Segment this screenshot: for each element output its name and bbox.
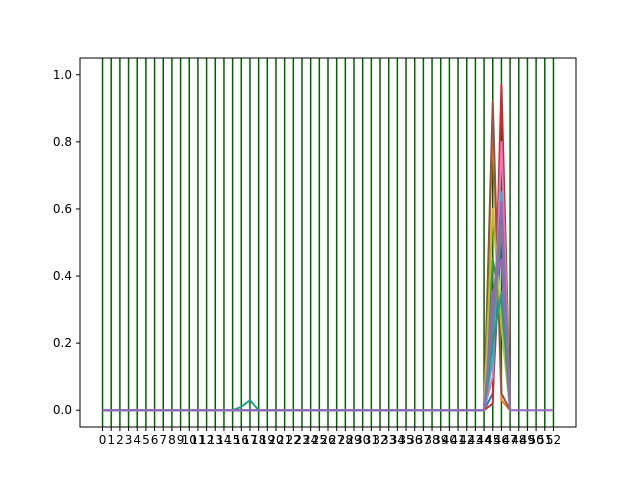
x-tick-label-12: 12 [199, 433, 214, 447]
x-tick-label-21: 21 [277, 433, 292, 447]
x-tick-label-42: 42 [459, 433, 474, 447]
x-tick-label-13: 13 [208, 433, 223, 447]
series-lines [102, 83, 554, 412]
x-tick-label-2: 2 [116, 433, 124, 447]
x-tick-label-23: 23 [294, 433, 309, 447]
y-axis: 0.0 0.2 0.4 0.6 0.8 1.0 [53, 68, 80, 417]
x-tick-label-11: 11 [190, 433, 205, 447]
x-tick-label-29: 29 [346, 433, 361, 447]
x-tick-label-44: 44 [476, 433, 491, 447]
x-tick-label-19: 19 [260, 433, 275, 447]
x-tick-label-3: 3 [125, 433, 133, 447]
x-tick-label-33: 33 [381, 433, 396, 447]
y-tick-label-5: 1.0 [53, 68, 72, 82]
x-tick-label-16: 16 [234, 433, 249, 447]
x-tick-label-6: 6 [151, 433, 159, 447]
x-tick-label-26: 26 [320, 433, 335, 447]
x-tick-label-20: 20 [268, 433, 283, 447]
x-tick-label-47: 47 [502, 433, 517, 447]
x-tick-label-40: 40 [442, 433, 457, 447]
x-tick-label-28: 28 [338, 433, 353, 447]
x-tick-label-31: 31 [364, 433, 379, 447]
x-tick-label-14: 14 [216, 433, 231, 447]
x-tick-label-0: 0 [99, 433, 107, 447]
x-tick-label-24: 24 [303, 433, 318, 447]
x-tick-label-36: 36 [407, 433, 422, 447]
x-tick-label-41: 41 [450, 433, 465, 447]
x-tick-label-34: 34 [390, 433, 405, 447]
x-tick-label-4: 4 [133, 433, 141, 447]
x-tick-label-45: 45 [485, 433, 500, 447]
x-tick-label-46: 46 [494, 433, 509, 447]
x-tick-label-38: 38 [424, 433, 439, 447]
x-tick-label-39: 39 [433, 433, 448, 447]
x-tick-label-52: 52 [546, 433, 561, 447]
x-tick-label-7: 7 [159, 433, 167, 447]
x-tick-label-5: 5 [142, 433, 150, 447]
x-tick-label-51: 51 [537, 433, 552, 447]
y-tick-label-3: 0.6 [53, 202, 72, 216]
x-tick-label-35: 35 [398, 433, 413, 447]
x-tick-label-30: 30 [355, 433, 370, 447]
x-tick-label-18: 18 [251, 433, 266, 447]
x-tick-label-37: 37 [416, 433, 431, 447]
x-tick-label-22: 22 [286, 433, 301, 447]
x-tick-label-50: 50 [528, 433, 543, 447]
x-tick-label-15: 15 [225, 433, 240, 447]
y-tick-label-0: 0.0 [53, 403, 72, 417]
x-tick-label-10: 10 [182, 433, 197, 447]
series-line-11 [102, 201, 554, 412]
x-axis: 0 1 2 3 4 5 6 7 8 9101112131415161718192021222324… [99, 427, 561, 447]
y-tick-label-1: 0.2 [53, 336, 72, 350]
x-tick-label-48: 48 [511, 433, 526, 447]
vertical-lines [101, 58, 555, 427]
x-tick-label-1: 1 [107, 433, 115, 447]
x-tick-label-9: 9 [177, 433, 185, 447]
x-tick-label-49: 49 [520, 433, 535, 447]
x-tick-label-27: 27 [329, 433, 344, 447]
y-tick-label-2: 0.4 [53, 269, 72, 283]
x-tick-label-25: 25 [312, 433, 327, 447]
x-tick-label-17: 17 [242, 433, 257, 447]
y-tick-label-4: 0.8 [53, 135, 72, 149]
x-tick-label-43: 43 [468, 433, 483, 447]
x-tick-label-32: 32 [372, 433, 387, 447]
x-tick-label-8: 8 [168, 433, 176, 447]
